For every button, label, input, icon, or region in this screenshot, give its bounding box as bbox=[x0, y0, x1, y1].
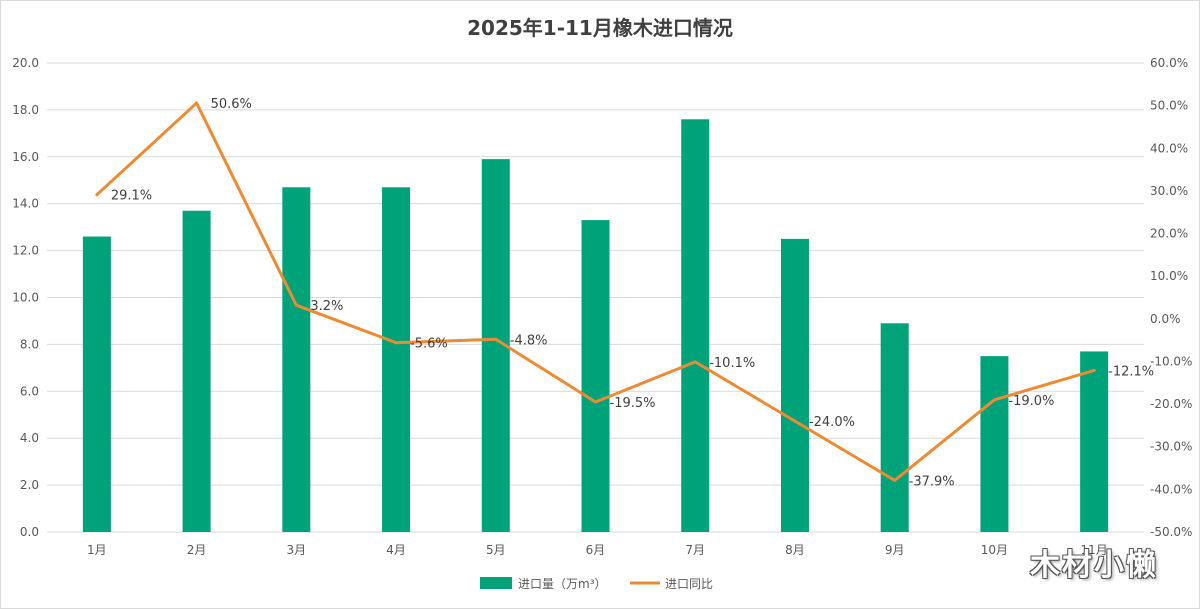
line-point bbox=[95, 193, 99, 197]
line-point bbox=[693, 360, 697, 364]
bar bbox=[880, 323, 909, 532]
line-point bbox=[594, 400, 597, 404]
x-tick-label: 11月 bbox=[1080, 543, 1107, 557]
bar bbox=[382, 187, 411, 532]
line-data-label: -12.1% bbox=[1108, 364, 1154, 379]
y-left-tick-label: 4.0 bbox=[20, 431, 39, 445]
bar bbox=[1080, 351, 1109, 532]
bar bbox=[780, 238, 809, 532]
bar bbox=[82, 236, 111, 532]
line-data-label: 3.2% bbox=[310, 299, 343, 314]
chart-title: 2025年1-11月橡木进口情况 bbox=[467, 16, 733, 40]
x-tick-label: 5月 bbox=[486, 543, 506, 557]
x-tick-label: 8月 bbox=[785, 543, 805, 557]
line-point bbox=[494, 337, 498, 341]
line-data-label: 29.1% bbox=[111, 189, 152, 204]
line-point bbox=[992, 398, 996, 402]
watermark-text: 木材小懒 bbox=[1030, 548, 1158, 583]
y-left-tick-label: 18.0 bbox=[12, 103, 39, 117]
line-data-label: -19.5% bbox=[610, 396, 656, 411]
line-data-label: -10.1% bbox=[709, 356, 755, 371]
y-right-tick-label: 50.0% bbox=[1150, 99, 1188, 113]
line-data-label: -19.0% bbox=[1008, 394, 1054, 409]
x-tick-label: 2月 bbox=[187, 543, 207, 557]
line-point bbox=[893, 478, 897, 482]
line-point bbox=[294, 303, 298, 307]
y-left-tick-label: 10.0 bbox=[12, 291, 39, 305]
y-left-tick-label: 12.0 bbox=[12, 244, 39, 258]
line-point bbox=[394, 341, 398, 345]
x-tick-label: 1月 bbox=[87, 543, 107, 557]
y-left-tick-label: 16.0 bbox=[12, 150, 39, 164]
y-right-tick-label: 40.0% bbox=[1150, 141, 1188, 155]
bar bbox=[581, 220, 610, 533]
legend-bar-label: 进口量（万m³） bbox=[518, 577, 607, 591]
bar bbox=[681, 119, 710, 532]
line-point bbox=[195, 101, 199, 105]
line-data-label: -24.0% bbox=[809, 415, 855, 430]
x-tick-label: 10月 bbox=[981, 543, 1008, 557]
bar bbox=[282, 187, 311, 532]
legend-line-label: 进口同比 bbox=[665, 577, 713, 591]
legend-bar-swatch bbox=[480, 577, 512, 589]
y-right-tick-label: 10.0% bbox=[1150, 269, 1188, 283]
y-left-tick-label: 20.0 bbox=[12, 56, 39, 70]
y-right-tick-label: -40.0% bbox=[1150, 482, 1192, 496]
x-tick-label: 3月 bbox=[286, 543, 306, 557]
y-right-tick-label: -30.0% bbox=[1150, 440, 1192, 454]
x-tick-label: 7月 bbox=[685, 543, 705, 557]
x-tick-label: 9月 bbox=[885, 543, 905, 557]
y-left-tick-label: 14.0 bbox=[12, 197, 39, 211]
y-right-tick-label: 30.0% bbox=[1150, 184, 1188, 198]
bar bbox=[182, 210, 211, 533]
y-right-tick-label: 0.0% bbox=[1150, 312, 1181, 326]
x-tick-label: 4月 bbox=[386, 543, 406, 557]
y-right-tick-label: -20.0% bbox=[1150, 397, 1192, 411]
line-data-label: -4.8% bbox=[510, 333, 548, 348]
y-right-tick-label: -50.0% bbox=[1150, 525, 1192, 539]
y-left-tick-label: 6.0 bbox=[20, 384, 39, 398]
line-data-label: -37.9% bbox=[909, 474, 955, 489]
y-right-tick-label: 20.0% bbox=[1150, 227, 1188, 241]
x-tick-label: 6月 bbox=[586, 543, 606, 557]
line-point bbox=[1092, 368, 1096, 372]
bar bbox=[980, 356, 1009, 532]
line-data-label: -5.6% bbox=[410, 337, 448, 352]
line-data-label: 50.6% bbox=[211, 97, 252, 112]
y-right-tick-label: 60.0% bbox=[1150, 56, 1188, 70]
y-left-tick-label: 0.0 bbox=[20, 525, 39, 539]
line-point bbox=[793, 419, 797, 423]
y-left-tick-label: 8.0 bbox=[20, 337, 39, 351]
y-right-tick-label: -10.0% bbox=[1150, 354, 1192, 368]
y-left-tick-label: 2.0 bbox=[20, 478, 39, 492]
